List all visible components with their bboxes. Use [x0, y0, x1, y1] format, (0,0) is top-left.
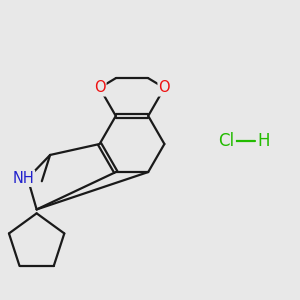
Text: H: H — [258, 132, 270, 150]
Text: Cl: Cl — [218, 132, 235, 150]
Text: O: O — [94, 80, 105, 95]
Text: NH: NH — [12, 171, 34, 186]
Text: O: O — [159, 80, 170, 95]
